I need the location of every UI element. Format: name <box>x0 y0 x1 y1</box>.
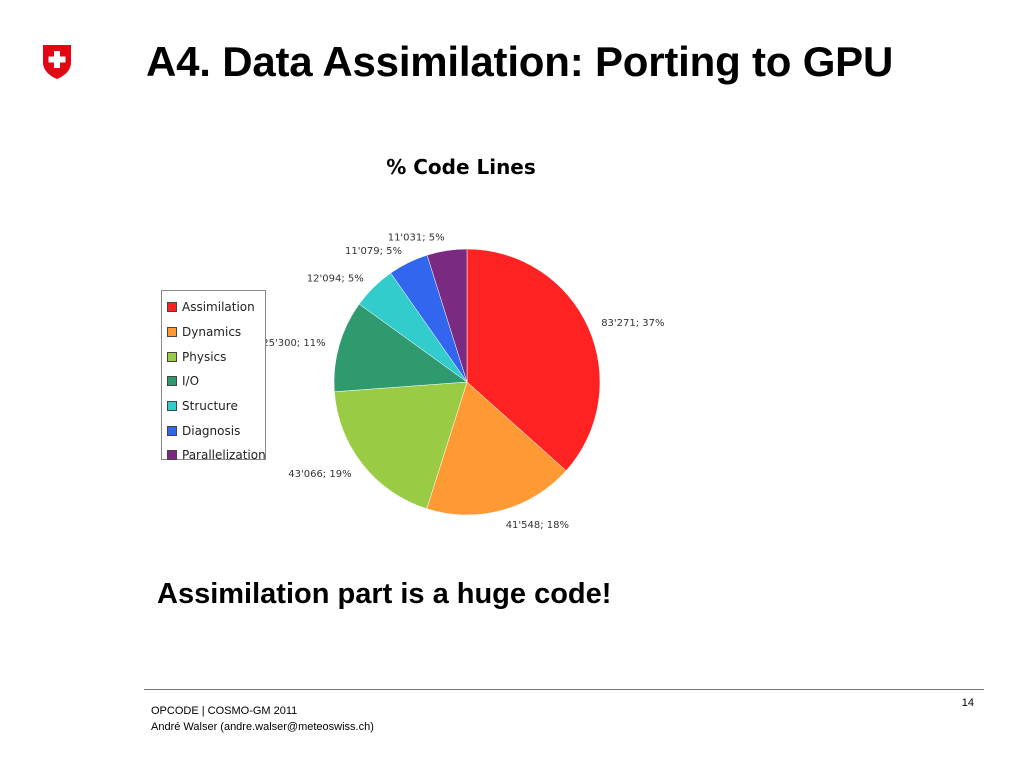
legend-item-structure: Structure <box>167 394 265 419</box>
slide-message: Assimilation part is a huge code! <box>157 578 612 610</box>
slice-label-diagnosis: 11'079; 5% <box>345 246 402 257</box>
pie-slice-parallelization <box>426 248 468 383</box>
pie-slice-dynamics <box>426 381 567 516</box>
legend-item-physics: Physics <box>167 344 265 369</box>
footer-divider <box>144 689 984 690</box>
slice-label-structure: 12'094; 5% <box>307 273 364 284</box>
legend-swatch <box>167 401 177 412</box>
swiss-cross-shield-icon <box>43 45 71 79</box>
chart-title: % Code Lines <box>386 155 536 179</box>
footer-author: André Walser (andre.walser@meteoswiss.ch… <box>151 721 374 733</box>
legend-label: Physics <box>182 349 227 364</box>
slice-label-dynamics: 41'548; 18% <box>506 520 569 531</box>
chart-legend: Assimilation Dynamics Physics I/O Structure D… <box>161 290 266 462</box>
legend-swatch <box>167 302 177 313</box>
slice-label-i-o: 25'300; 11% <box>262 338 325 349</box>
legend-item-diagnosis: Diagnosis <box>167 418 265 443</box>
legend-swatch <box>167 425 177 436</box>
pie-slice-i-o <box>333 303 468 393</box>
legend-swatch <box>167 450 177 461</box>
legend-item-i-o: I/O <box>167 369 265 394</box>
legend-item-dynamics: Dynamics <box>167 320 265 345</box>
slide-title: A4. Data Assimilation: Porting to GPU <box>146 38 894 85</box>
legend-item-parallelization: Parallelization <box>167 443 266 468</box>
legend-label: Parallelization <box>182 448 266 463</box>
legend-label: Assimilation <box>182 300 255 315</box>
slice-label-assimilation: 83'271; 37% <box>601 318 664 329</box>
legend-swatch <box>167 376 177 387</box>
legend-label: I/O <box>182 374 200 389</box>
legend-label: Diagnosis <box>182 423 241 438</box>
footer-event: OPCODE | COSMO-GM 2011 <box>151 705 298 717</box>
legend-swatch <box>167 351 177 362</box>
slice-label-physics: 43'066; 19% <box>288 469 351 480</box>
pie-slice-physics <box>334 381 468 510</box>
page-number: 14 <box>961 697 974 709</box>
legend-label: Structure <box>182 399 238 414</box>
pie-slice-assimilation <box>466 248 601 472</box>
legend-label: Dynamics <box>182 325 242 340</box>
legend-item-assimilation: Assimilation <box>167 295 265 320</box>
legend-swatch <box>167 327 177 338</box>
slice-label-parallelization: 11'031; 5% <box>388 233 445 244</box>
